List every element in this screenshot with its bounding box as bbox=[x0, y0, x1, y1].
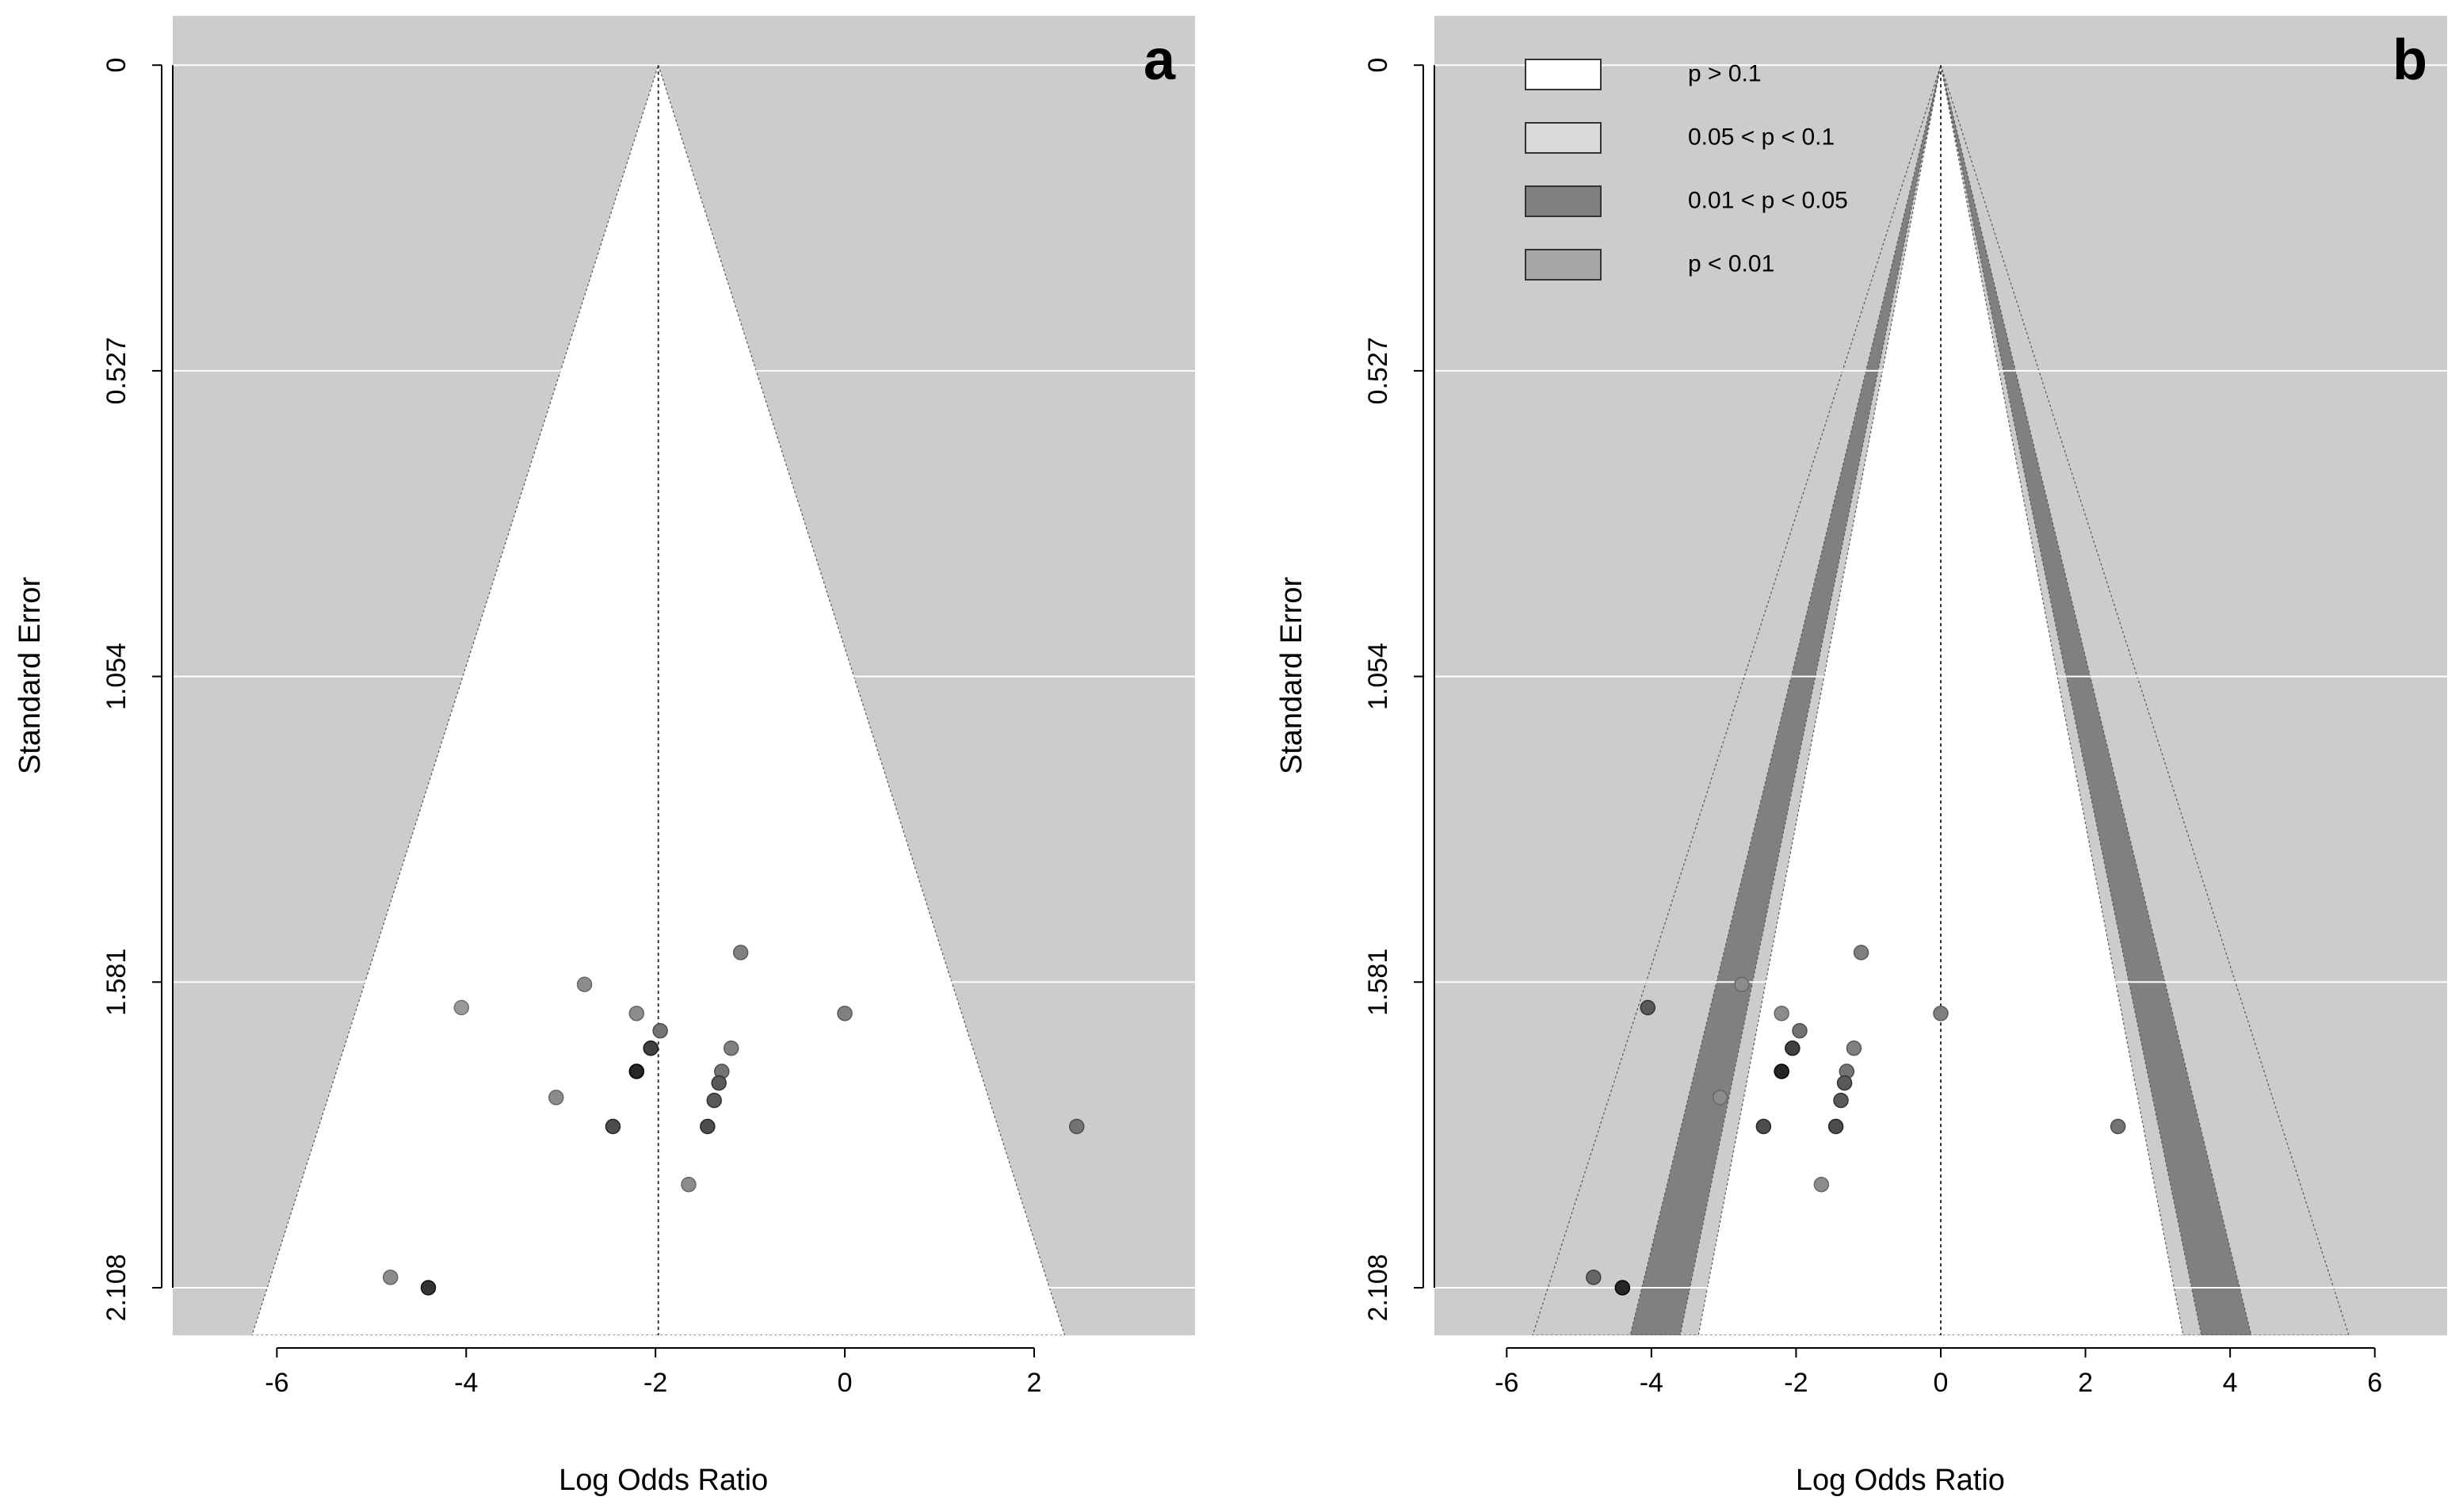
panel-a-data-point bbox=[652, 1023, 668, 1039]
panel-a-data-point bbox=[548, 1090, 564, 1105]
panel-a-x-tick-label: -2 bbox=[643, 1368, 667, 1398]
panel-a-data-point bbox=[628, 1006, 645, 1021]
panel-a-x-tick-label: -4 bbox=[454, 1368, 478, 1398]
panel-a-x-tick-label: 2 bbox=[1026, 1368, 1041, 1398]
panel-b-data-point bbox=[1614, 1280, 1631, 1296]
panel-b-x-tick-label: 2 bbox=[2078, 1368, 2093, 1398]
panel-a-y-tick-label: 0 bbox=[101, 58, 132, 73]
panel-a-data-point bbox=[706, 1092, 722, 1109]
panel-b-x-tick-label: -4 bbox=[1640, 1368, 1663, 1398]
panel-a-data-point bbox=[700, 1118, 716, 1135]
panel-a-y-tick-label: 1.054 bbox=[101, 643, 132, 710]
panel-a-data-point bbox=[628, 1063, 645, 1079]
panel-b-data-point bbox=[1813, 1176, 1830, 1193]
panel-a-data-point bbox=[643, 1040, 659, 1056]
panel-a-data-point bbox=[1068, 1118, 1085, 1135]
panel-b-data-point bbox=[1846, 1040, 1862, 1056]
panel-b-data-point bbox=[1792, 1023, 1808, 1039]
panel-b-data-point bbox=[1785, 1040, 1800, 1056]
panel-b-data-point bbox=[1734, 976, 1750, 992]
panel-a-data-point bbox=[837, 1006, 853, 1021]
panel-b-x-tick-label: 6 bbox=[2367, 1368, 2382, 1398]
panel-b-legend-label: p > 0.1 bbox=[1688, 60, 1762, 86]
panel-b-x-tick-label: -2 bbox=[1784, 1368, 1808, 1398]
panel-a-data-point bbox=[732, 945, 749, 960]
panel-a-data-point bbox=[420, 1280, 437, 1296]
panel-b-plot-region bbox=[1434, 63, 2447, 1335]
panel-b-legend-swatch bbox=[1525, 59, 1602, 90]
panel-b-y-tick-label: 1.581 bbox=[1363, 949, 1393, 1016]
panel-b-legend: p > 0.1 0.05 < p < 0.1 0.01 < p < 0.05 p < … bbox=[1525, 59, 1848, 281]
panel-b-data-point bbox=[1933, 1006, 1949, 1021]
panel-a-x-tick-label: -6 bbox=[265, 1368, 288, 1398]
panel-b-data-point bbox=[1586, 1270, 1602, 1285]
panel-a-data-point bbox=[605, 1118, 621, 1135]
panel-b-data-point bbox=[1755, 1118, 1772, 1135]
panel-b-x-tick-label: 4 bbox=[2223, 1368, 2238, 1398]
panel-a-letter: a bbox=[1144, 29, 1176, 92]
panel-b-data-point bbox=[1712, 1090, 1728, 1105]
panel-b: -6 -4 -2 0 2 4 6 0 0.527 1.054 1.581 2.108 Log Odds … bbox=[1275, 16, 2447, 1497]
panel-a-data-point bbox=[723, 1040, 739, 1056]
panel-a-data-point bbox=[576, 976, 593, 992]
panel-a-x-axis-title: Log Odds Ratio bbox=[559, 1464, 768, 1497]
panel-b-data-point bbox=[1774, 1006, 1789, 1021]
panel-a-y-axis-title: Standard Error bbox=[13, 577, 47, 775]
panel-b-legend-swatch bbox=[1525, 249, 1602, 281]
panel-b-letter: b bbox=[2392, 29, 2427, 92]
panel-b-x-tick-label: 0 bbox=[1934, 1368, 1949, 1398]
panel-a-y-tick-label: 1.581 bbox=[101, 949, 132, 1016]
panel-b-data-point bbox=[1836, 1075, 1853, 1091]
panel-b-data-point bbox=[1774, 1063, 1789, 1079]
panel-b-data-point bbox=[1853, 945, 1869, 960]
panel-b-data-point bbox=[1827, 1118, 1844, 1135]
panel-b-data-point bbox=[2110, 1118, 2126, 1135]
panel-a-plot-region bbox=[173, 63, 1195, 1335]
panel-b-data-point bbox=[1833, 1092, 1849, 1109]
panel-a-data-point bbox=[711, 1075, 727, 1091]
panel-a-data-point bbox=[382, 1270, 399, 1285]
panel-a-y-tick-label: 2.108 bbox=[101, 1254, 132, 1321]
panel-a: -6 -4 -2 0 2 0 0.527 1.054 1.581 2.108 Log Odds Ra… bbox=[13, 16, 1195, 1497]
panel-b-y-tick-label: 2.108 bbox=[1363, 1254, 1393, 1321]
panel-b-legend-label: 0.01 < p < 0.05 bbox=[1688, 187, 1848, 213]
panel-b-x-tick-label: -6 bbox=[1495, 1368, 1518, 1398]
panel-a-y-tick-label: 0.527 bbox=[101, 337, 132, 404]
panel-a-data-point bbox=[681, 1176, 697, 1193]
panel-b-y-axis-title: Standard Error bbox=[1275, 577, 1308, 775]
panel-b-x-axis-title: Log Odds Ratio bbox=[1796, 1464, 2005, 1497]
panel-b-y-tick-label: 1.054 bbox=[1363, 643, 1393, 710]
panel-b-y-tick-label: 0 bbox=[1363, 58, 1393, 73]
panel-b-y-tick-label: 0.527 bbox=[1363, 337, 1393, 404]
panel-b-legend-label: p < 0.01 bbox=[1688, 250, 1774, 277]
panel-a-x-tick-label: 0 bbox=[838, 1368, 853, 1398]
panel-b-data-point bbox=[1640, 999, 1656, 1016]
panel-b-legend-label: 0.05 < p < 0.1 bbox=[1688, 124, 1835, 150]
panel-b-legend-swatch bbox=[1525, 185, 1602, 217]
panel-a-data-point bbox=[453, 999, 470, 1016]
panel-b-legend-swatch bbox=[1525, 122, 1602, 154]
